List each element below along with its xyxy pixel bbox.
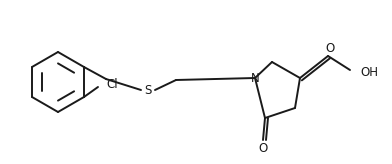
Text: N: N <box>250 72 260 84</box>
Text: OH: OH <box>360 65 378 79</box>
Text: Cl: Cl <box>106 78 118 91</box>
Text: O: O <box>258 142 268 154</box>
Text: O: O <box>325 41 335 54</box>
Text: S: S <box>144 83 152 96</box>
